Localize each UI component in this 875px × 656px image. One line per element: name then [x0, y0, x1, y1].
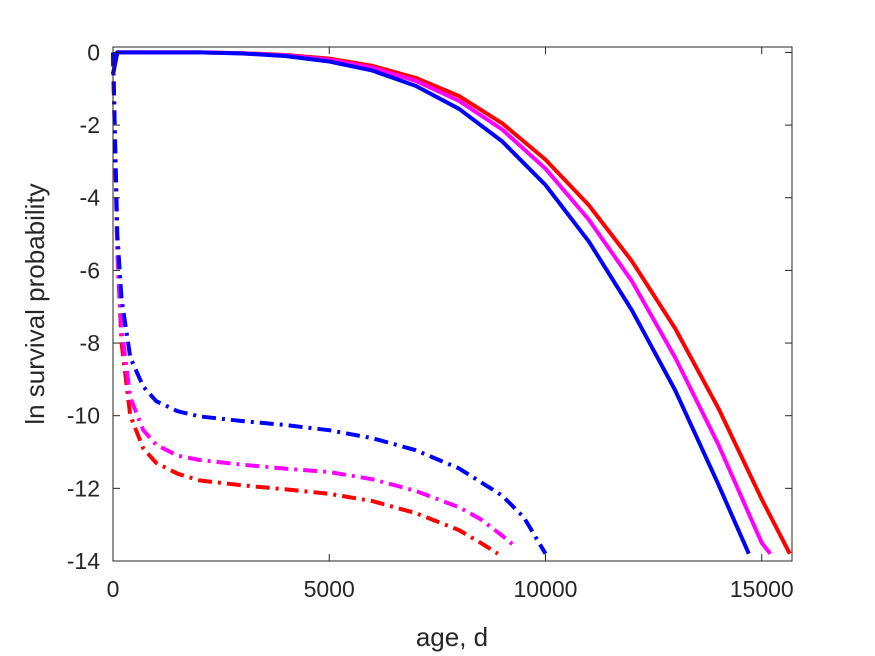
- y-tick-label: 0: [87, 39, 100, 65]
- x-tick-label: 5000: [304, 576, 355, 602]
- plot-background: [113, 47, 792, 561]
- y-axis-title: ln survival probability: [20, 183, 50, 424]
- series-line-4-dashdot: [111, 52, 517, 549]
- y-tick-label: -4: [80, 185, 101, 211]
- x-tick-label: 10000: [513, 576, 577, 602]
- x-axis-title: age, d: [416, 622, 488, 652]
- series-line-5-dashdot: [111, 52, 548, 555]
- axes-layer: 0 5000 10000 15000 0 -2 -4 -6 -8 -10 -12 -14: [67, 39, 794, 602]
- y-tick-label: -10: [67, 403, 100, 429]
- y-tick-label: -12: [67, 475, 100, 501]
- series-layer: [111, 50, 792, 556]
- y-tick-label: -2: [80, 112, 100, 138]
- plot-frame: [112, 46, 793, 562]
- y-tick-label: -6: [80, 257, 100, 283]
- x-tick-label: 15000: [730, 576, 794, 602]
- series-line-2-solid: [111, 50, 751, 555]
- series-line-3-dashdot: [111, 52, 499, 556]
- x-tick-label: 0: [107, 576, 120, 602]
- y-tick-label: -14: [67, 548, 100, 574]
- y-tick-label: -8: [80, 330, 100, 356]
